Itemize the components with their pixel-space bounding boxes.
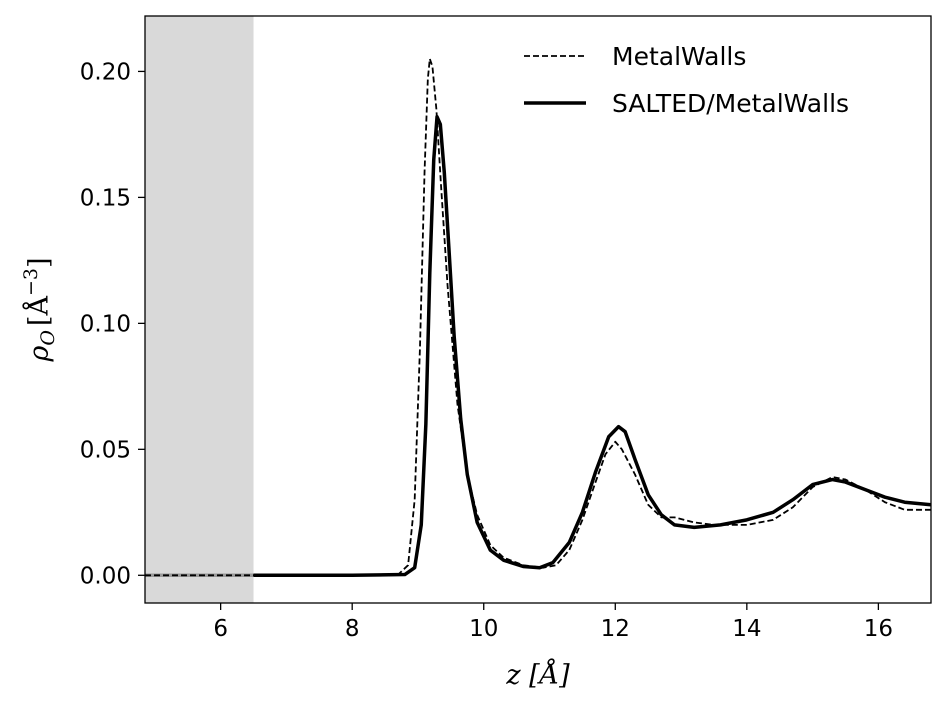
- x-axis-label: z [Å]: [505, 658, 570, 691]
- y-tick-label: 0.00: [80, 563, 131, 589]
- y-tick-label: 0.10: [80, 311, 131, 337]
- plot-layer: [145, 16, 931, 603]
- legend-label-1: SALTED/MetalWalls: [612, 89, 849, 118]
- y-tick-label: 0.15: [80, 185, 131, 211]
- x-tick-label: 16: [864, 616, 893, 642]
- y-axis-label: ρO [Å−3]: [20, 257, 59, 362]
- x-tick-label: 14: [732, 616, 761, 642]
- y-label-subscript: O: [37, 330, 59, 346]
- y-tick-label: 0.20: [80, 59, 131, 85]
- x-tick-label: 6: [213, 616, 228, 642]
- series-line-salted-metalwalls: [253, 115, 931, 578]
- axes-frame: [144, 15, 932, 604]
- legend: MetalWalls SALTED/MetalWalls: [524, 42, 849, 118]
- series-line-metalwalls: [145, 57, 931, 577]
- legend-label-0: MetalWalls: [612, 42, 746, 71]
- axes-layer: 6 8 10 12 14 16 0.00 0.05 0.10 0.15 0.20 z [Å] ρO [Å−…: [20, 15, 932, 691]
- y-label-rho: ρ: [24, 346, 55, 363]
- y-label-exponent: −3: [20, 268, 42, 296]
- x-tick-label: 10: [469, 616, 498, 642]
- x-tick-label: 8: [345, 616, 360, 642]
- series-group: [145, 57, 931, 578]
- x-tick-label: 12: [601, 616, 630, 642]
- y-label-close: ]: [24, 257, 55, 268]
- y-tick-label: 0.05: [80, 437, 131, 463]
- shaded-electrode-region: [145, 16, 254, 603]
- y-label-unit: [Å: [22, 296, 55, 327]
